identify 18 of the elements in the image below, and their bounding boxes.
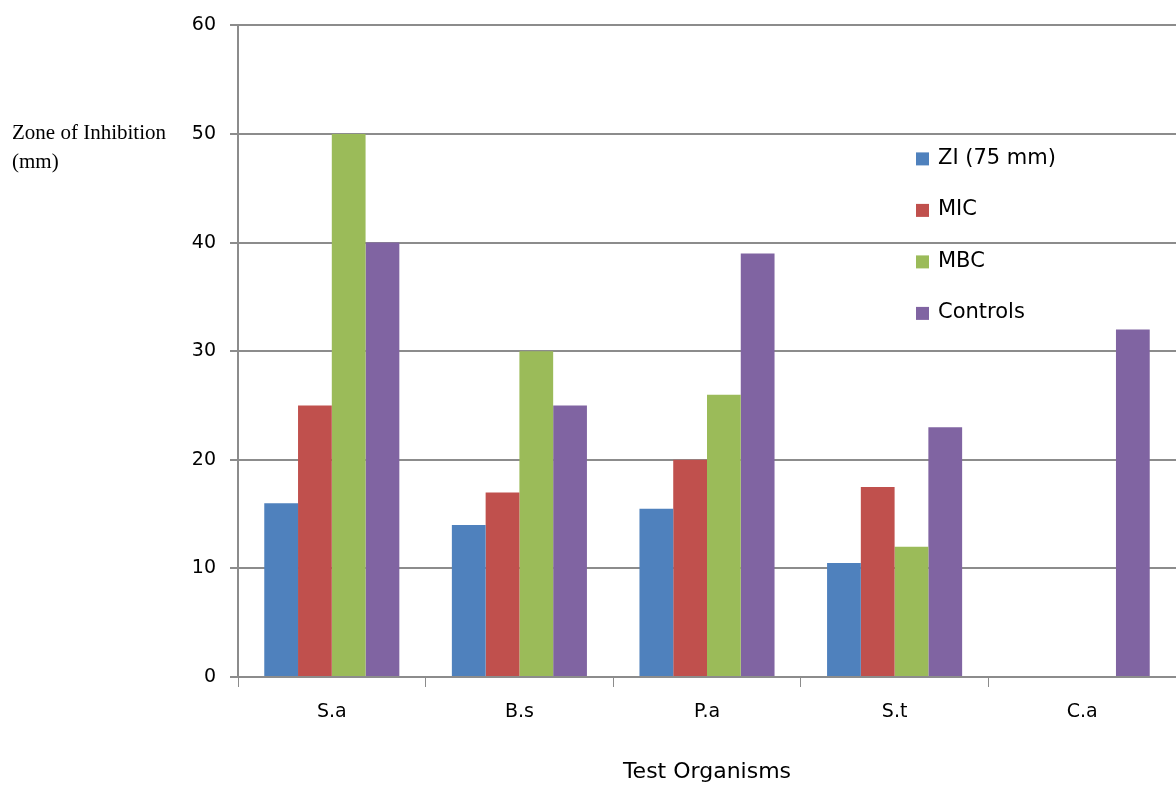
y-tick-label: 50 bbox=[191, 120, 216, 143]
y-tick-label: 30 bbox=[191, 338, 216, 361]
y-tick-label: 40 bbox=[191, 229, 216, 252]
legend-label: MBC bbox=[938, 247, 985, 272]
y-tick-label: 0 bbox=[203, 663, 216, 686]
x-tick-label: B.s bbox=[504, 699, 534, 722]
y-tick-label: 20 bbox=[191, 446, 216, 469]
x-tick-label: P.a bbox=[693, 699, 721, 722]
legend-label: Controls bbox=[938, 299, 1025, 324]
x-axis-title: Test Organisms bbox=[621, 757, 792, 783]
x-tick-label: S.a bbox=[316, 699, 347, 722]
legend-label: ZI (75 mm) bbox=[938, 144, 1056, 169]
y-axis-title: Zone of Inhibition (mm) bbox=[12, 119, 167, 175]
legend-label: MIC bbox=[938, 196, 977, 221]
x-tick-label: C.a bbox=[1066, 699, 1098, 722]
x-tick-label: S.t bbox=[881, 699, 908, 722]
y-tick-label: 10 bbox=[191, 555, 216, 578]
y-tick-label: 60 bbox=[191, 12, 216, 35]
